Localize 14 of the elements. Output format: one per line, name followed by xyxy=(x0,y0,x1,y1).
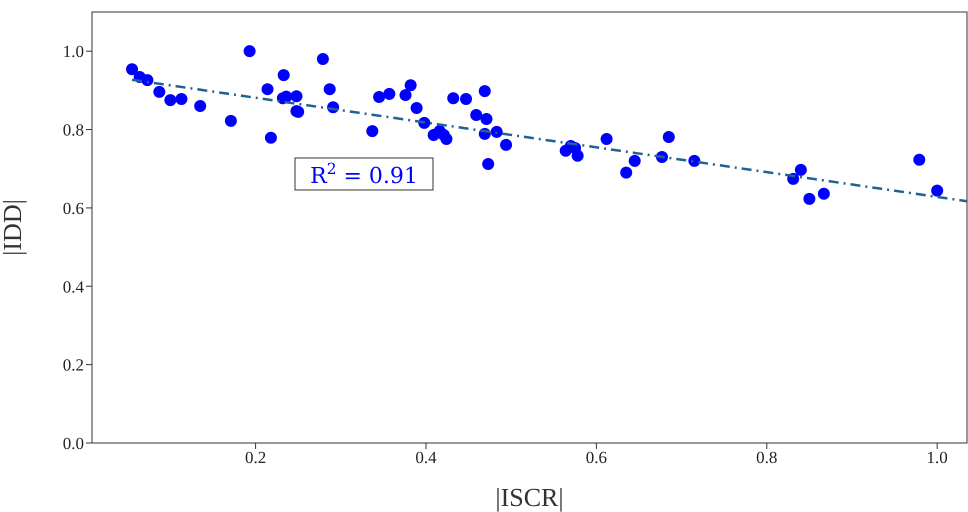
x-tick-label: 0.4 xyxy=(415,448,438,468)
y-axis-title: |IDD| xyxy=(0,199,28,256)
x-axis-title: |ISCR| xyxy=(495,483,564,512)
y-tick-label: 1.0 xyxy=(62,42,84,62)
x-tick-label: 0.8 xyxy=(756,448,778,468)
y-tick-label: 0.2 xyxy=(62,356,84,375)
annotation: R$^{2}$ = 0.91 xyxy=(310,160,418,189)
y-tick-label: 0.8 xyxy=(62,120,84,140)
x-tick-label: 0.6 xyxy=(586,448,608,468)
y-tick-label: 0.0 xyxy=(62,434,84,454)
x-tick-label: 0.2 xyxy=(244,448,266,468)
y-tick-label: 0.4 xyxy=(62,277,84,296)
y-tick-label: 0.6 xyxy=(62,198,84,218)
x-tick-label: 1.0 xyxy=(926,448,948,468)
